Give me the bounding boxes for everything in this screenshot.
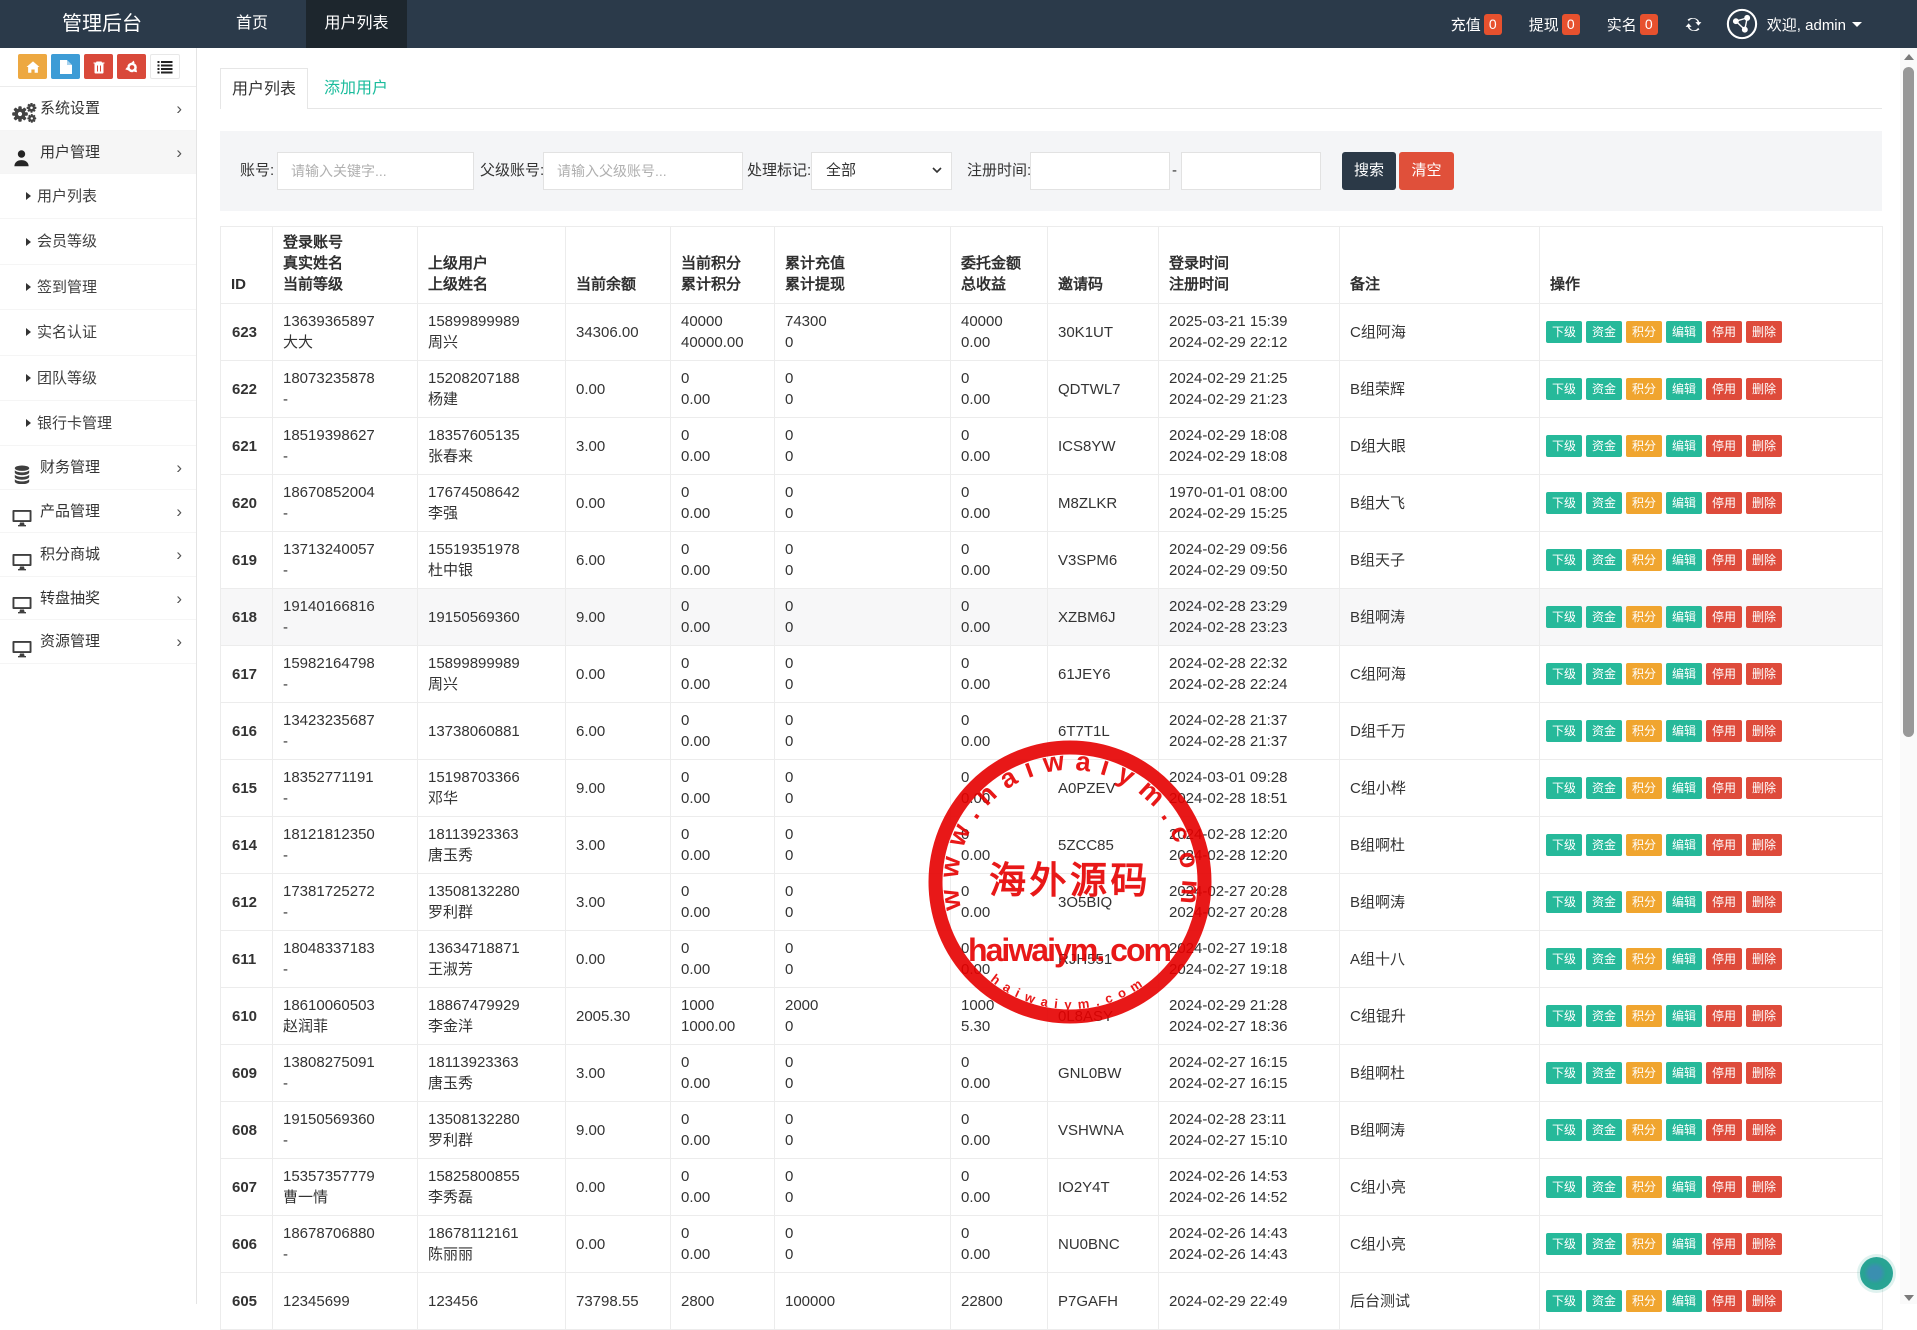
- svg-text:海外源码: 海外源码: [989, 860, 1151, 901]
- svg-text:haiwaiym. com: haiwaiym. com: [968, 932, 1172, 968]
